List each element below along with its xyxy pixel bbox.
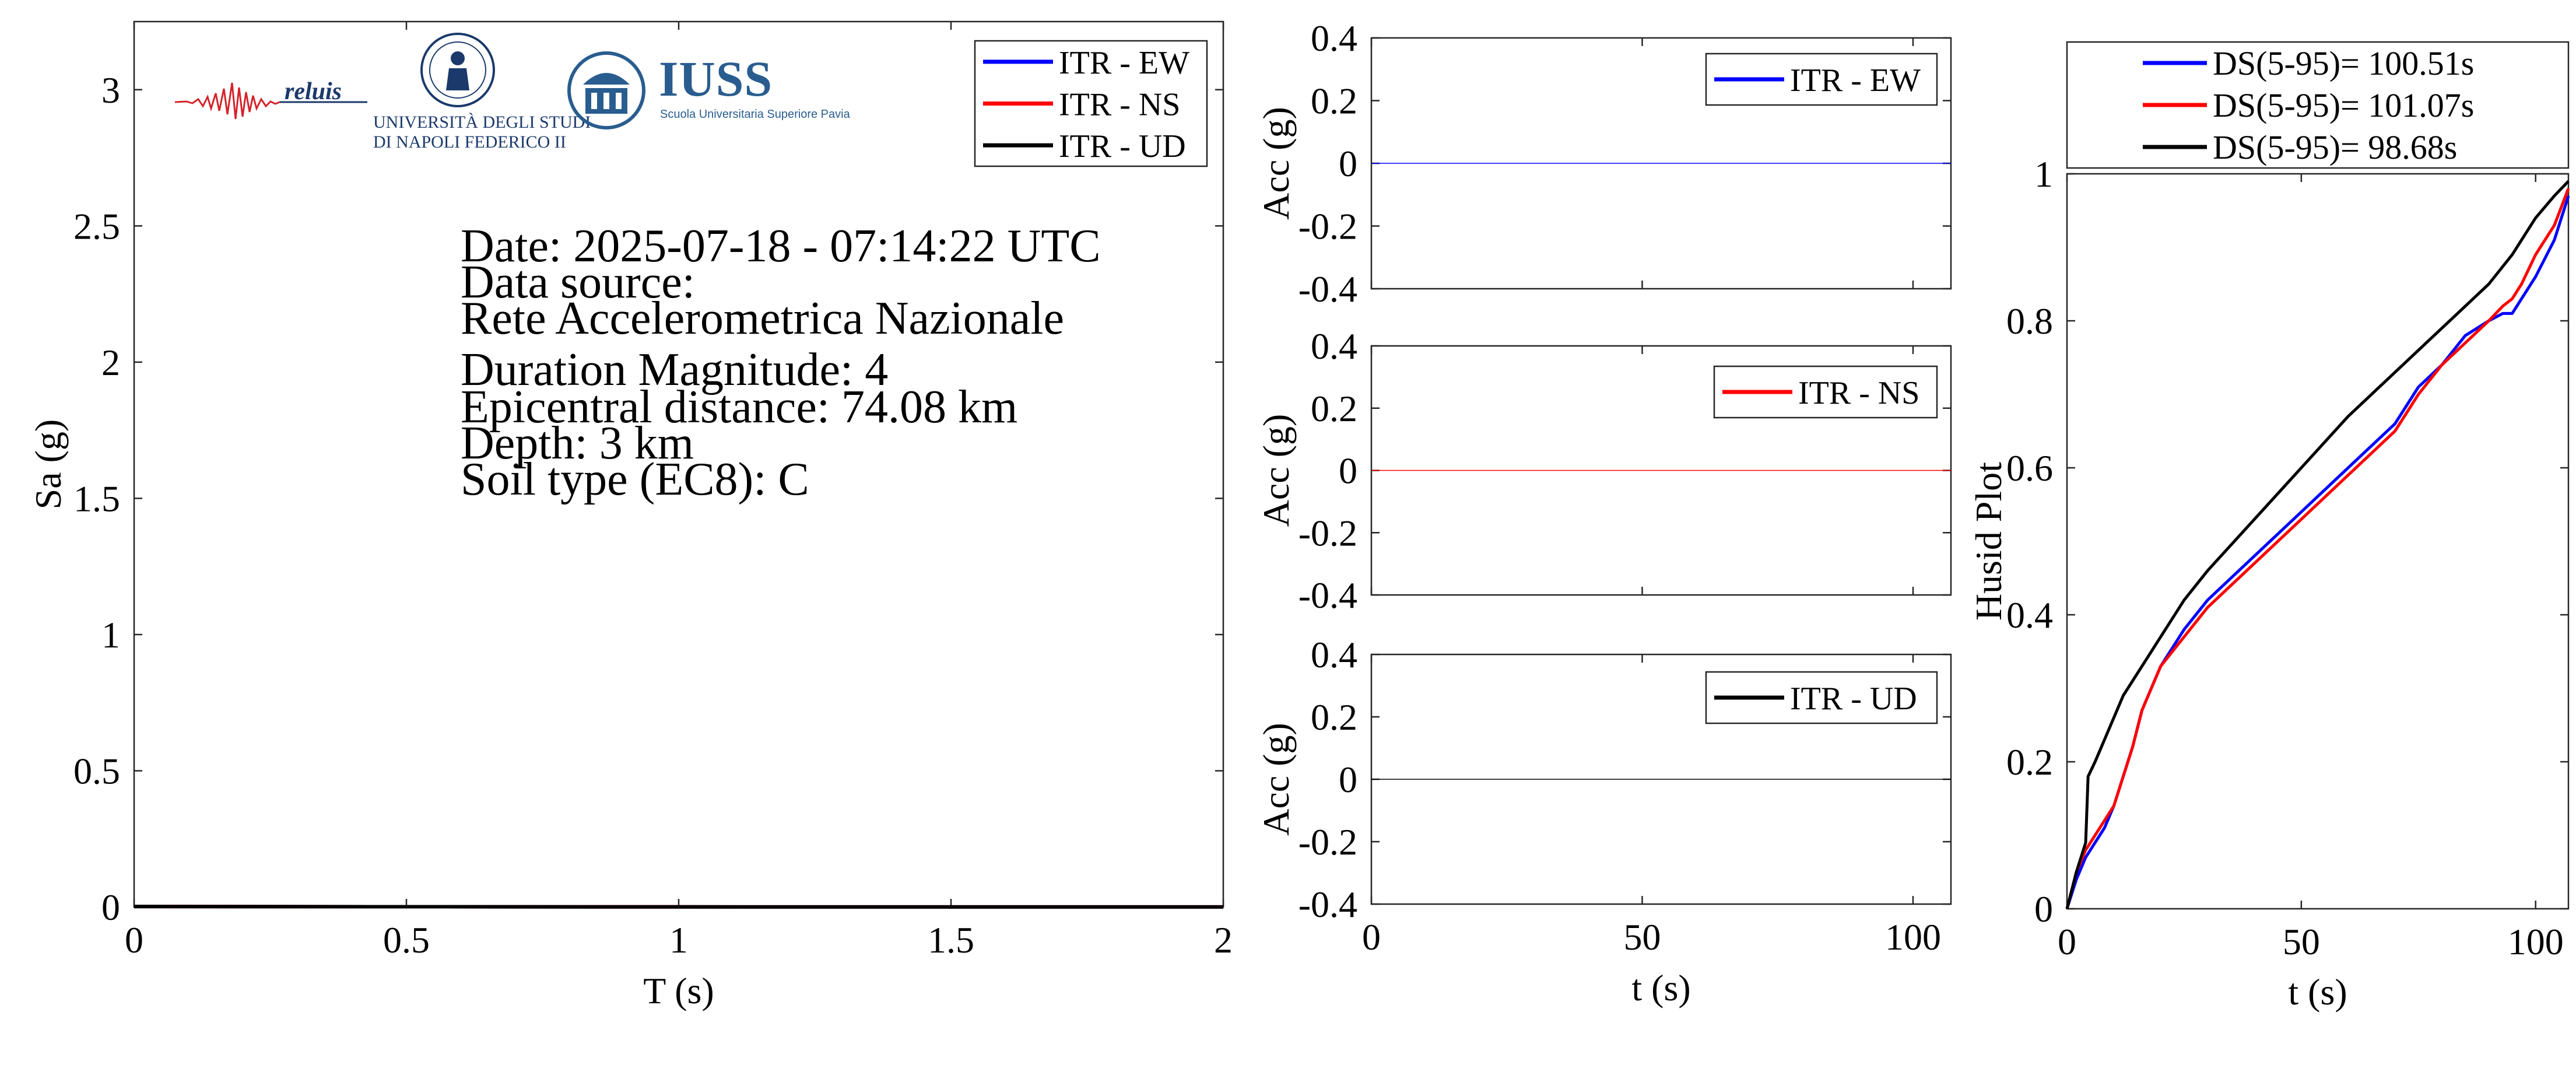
y-tick-label: 0.4 [2006, 594, 2053, 636]
legend-label: DS(5-95)= 98.68s [2213, 128, 2457, 166]
x-tick-label: 2 [1214, 919, 1233, 961]
legend-label: ITR - NS [1798, 375, 1919, 411]
x-tick-label: 0.5 [383, 919, 430, 961]
y-tick-label: 3 [101, 69, 120, 111]
y-tick-label: 0.8 [2006, 300, 2053, 342]
unina-logo: UNIVERSITÀ DEGLI STUDI DI NAPOLI FEDERIC… [373, 32, 591, 166]
legend: DS(5-95)= 100.51s DS(5-95)= 101.07s DS(5-9… [2066, 41, 2570, 169]
y-tick-label: 0 [101, 887, 120, 928]
x-tick-label: 1 [669, 919, 688, 961]
y-axis-label: Husid Plot [1968, 462, 2009, 621]
x-tick-label: 100 [2508, 921, 2564, 962]
y-tick-label: 2 [101, 342, 120, 383]
series-line-2 [2065, 188, 2570, 909]
x-axis-label: T (s) [643, 970, 714, 1011]
plot-area [133, 20, 1224, 908]
y-tick-label: 0.4 [1311, 325, 1357, 367]
y-tick-label: 0.2 [1311, 696, 1357, 738]
logos: reluis UNIVERSITÀ DEGLI STUDI DI NAPOLI … [174, 32, 898, 172]
info-soil: Soil type (EC8): C [461, 454, 809, 505]
y-tick-label: -0.4 [1298, 268, 1357, 310]
legend: ITR - NS [1713, 365, 1938, 419]
legend: ITR - UD [1705, 671, 1938, 724]
y-tick-label: 0 [1339, 450, 1357, 492]
iuss-name: IUSS [659, 51, 773, 107]
y-axis-label: Acc (g) [1255, 723, 1297, 836]
y-tick-label: 0 [1339, 143, 1357, 184]
y-tick-label: -0.2 [1298, 821, 1357, 863]
y-tick-label: 1 [2034, 153, 2053, 195]
acc-ud-panel: -0.4 -0.2 0 0.2 0.4 0 50 100 Acc (g) t (s) ITR - U… [1255, 634, 1952, 1009]
y-tick-label: 0 [2034, 888, 2053, 930]
legend-label: DS(5-95)= 101.07s [2213, 86, 2474, 124]
info-magnitude: Duration Magnitude: 4 [461, 344, 888, 395]
info-depth: Depth: 3 km [461, 418, 694, 469]
x-axis-label: t (s) [1631, 967, 1690, 1009]
series-line-3 [134, 905, 1223, 909]
y-tick-label: 2.5 [73, 205, 120, 247]
y-tick-label: -0.4 [1298, 884, 1357, 925]
unina-line-1: UNIVERSITÀ DEGLI STUDI [373, 113, 591, 132]
x-tick-label: 0 [2058, 921, 2076, 962]
spectrum-panel: 0 0.5 1 1.5 2 2.5 3 0 0.5 1 1.5 2 Sa (g) T (s) ITR - E… [27, 20, 1233, 1011]
legend: ITR - EW [1705, 52, 1938, 106]
event-info: Date: 2025-07-18 - 07:14:22 UTC Data sou… [461, 220, 1101, 505]
university-seal-icon [420, 33, 495, 107]
x-tick-label: 50 [2283, 921, 2320, 962]
y-tick-label: 0.5 [73, 750, 120, 792]
series-line-3 [2065, 180, 2570, 909]
y-tick-label: 1.5 [73, 478, 120, 519]
x-tick-label: 1.5 [928, 919, 974, 961]
x-tick-label: 0 [125, 919, 143, 961]
info-source-label: Data source: [461, 257, 695, 308]
x-tick-label: 50 [1623, 916, 1661, 958]
y-tick-label: 0.2 [1311, 388, 1357, 429]
reluis-seismogram-icon: reluis [174, 78, 367, 120]
y-tick-label: 1 [101, 614, 120, 656]
legend-label: ITR - NS [1059, 87, 1180, 123]
husid-panel: 0 0.2 0.4 0.6 0.8 1 0 50 100 Husid Plot t (s) DS(5-… [1968, 41, 2570, 1013]
info-date: Date: 2025-07-18 - 07:14:22 UTC [461, 220, 1101, 272]
reluis-wordmark: reluis [285, 78, 342, 105]
y-axis-label: Acc (g) [1255, 414, 1297, 527]
legend: ITR - EW ITR - NS ITR - UD [974, 40, 1208, 167]
legend-label: ITR - EW [1790, 62, 1921, 99]
y-tick-label: 0.4 [1311, 634, 1357, 675]
y-tick-label: -0.2 [1298, 512, 1357, 554]
y-axis-label: Sa (g) [27, 419, 69, 510]
legend-label: ITR - EW [1059, 45, 1189, 81]
y-tick-label: 0.2 [2006, 741, 2053, 783]
y-axis-label: Acc (g) [1255, 107, 1297, 220]
series-line-1 [2065, 195, 2570, 909]
acc-ns-panel: -0.4 -0.2 0 0.2 0.4 Acc (g) ITR - NS [1255, 325, 1952, 616]
x-axis-label: t (s) [2288, 971, 2347, 1013]
x-tick-label: 0 [1362, 916, 1381, 958]
plot-area [2066, 173, 2570, 910]
y-tick-label: 0.4 [1311, 17, 1357, 59]
iuss-tagline: Scuola Universitaria Superiore Pavia [660, 108, 850, 121]
acc-ew-panel: -0.4 -0.2 0 0.2 0.4 Acc (g) ITR - EW [1255, 17, 1952, 310]
y-tick-label: -0.4 [1298, 575, 1357, 616]
y-tick-label: -0.2 [1298, 206, 1357, 247]
reluis-logo: reluis [174, 76, 367, 128]
legend-label: DS(5-95)= 100.51s [2213, 44, 2474, 82]
y-tick-label: 0.2 [1311, 80, 1357, 122]
legend-label: ITR - UD [1059, 128, 1186, 164]
info-source: Rete Accelerometrica Nazionale [461, 293, 1064, 344]
y-tick-label: 0.6 [2006, 447, 2053, 489]
iuss-logo: IUSS Scuola Universitaria Superiore Pavi… [566, 50, 892, 137]
iuss-building-icon [567, 51, 645, 129]
legend-label: ITR - UD [1790, 681, 1917, 717]
x-tick-label: 100 [1885, 916, 1941, 958]
y-tick-label: 0 [1339, 759, 1357, 800]
unina-line-2: DI NAPOLI FEDERICO II [373, 132, 566, 152]
info-epicentral-distance: Epicentral distance: 74.08 km [461, 381, 1017, 433]
